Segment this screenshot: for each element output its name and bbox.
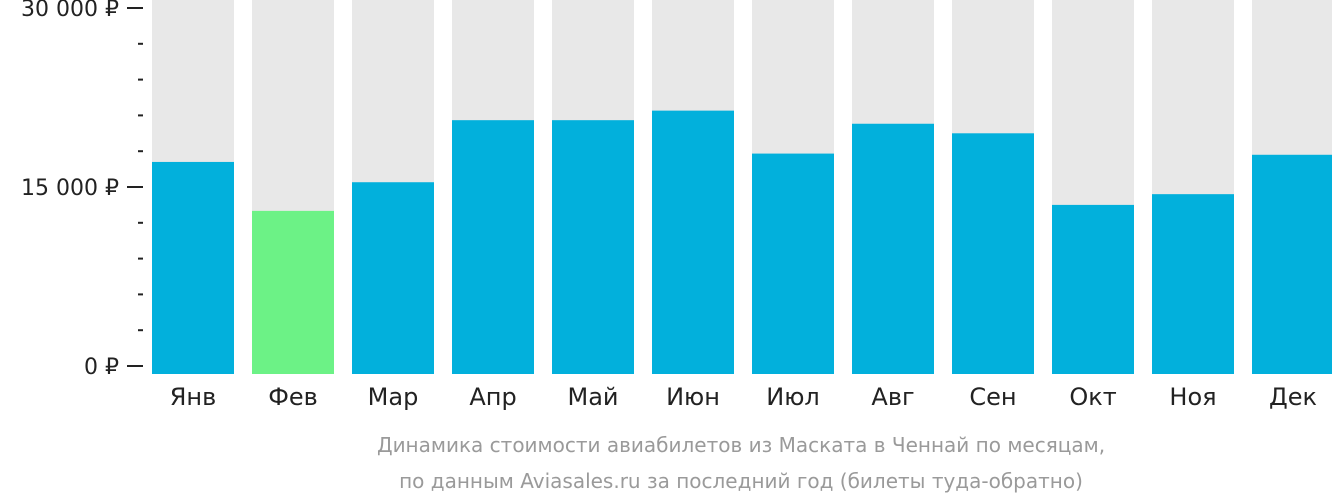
x-tick-label-9: Окт: [1069, 383, 1116, 411]
bar-4: [552, 120, 634, 374]
caption-line-1: Динамика стоимости авиабилетов из Маскат…: [377, 433, 1105, 457]
bar-8: [952, 133, 1034, 374]
bar-3: [452, 120, 534, 374]
bar-10: [1152, 194, 1234, 374]
bar-1: [252, 210, 334, 374]
y-axis: 0 ₽ 15 000 ₽ 30 000 ₽: [21, 0, 143, 380]
x-tick-label-1: Фев: [268, 383, 318, 411]
bar-9: [1052, 204, 1134, 374]
x-axis-labels: Янв Фев Мар Апр Май Июн Июл Авг Сен Окт Ноя Дек: [170, 383, 1317, 411]
value-bars: [152, 110, 1332, 375]
bar-2: [352, 182, 434, 374]
y-tick-label-0: 0 ₽: [84, 355, 119, 380]
x-tick-label-0: Янв: [170, 383, 217, 411]
bar-11: [1252, 154, 1332, 374]
bar-6: [752, 153, 834, 374]
bar-0: [152, 161, 234, 374]
x-tick-label-2: Мар: [368, 383, 419, 411]
chart-caption: Динамика стоимости авиабилетов из Маскат…: [377, 433, 1105, 493]
x-tick-label-4: Май: [567, 383, 618, 411]
x-tick-label-11: Дек: [1269, 383, 1317, 411]
x-tick-label-5: Июн: [666, 383, 720, 411]
y-tick-label-1: 15 000 ₽: [21, 176, 119, 201]
bar-5: [652, 110, 734, 375]
x-tick-label-6: Июл: [766, 383, 820, 411]
x-tick-label-7: Авг: [871, 383, 914, 411]
x-tick-label-3: Апр: [469, 383, 516, 411]
x-tick-label-8: Сен: [969, 383, 1016, 411]
x-tick-label-10: Ноя: [1169, 383, 1216, 411]
caption-line-2: по данным Aviasales.ru за последний год …: [399, 469, 1083, 493]
y-tick-label-2: 30 000 ₽: [21, 0, 119, 22]
bar-7: [852, 123, 934, 375]
